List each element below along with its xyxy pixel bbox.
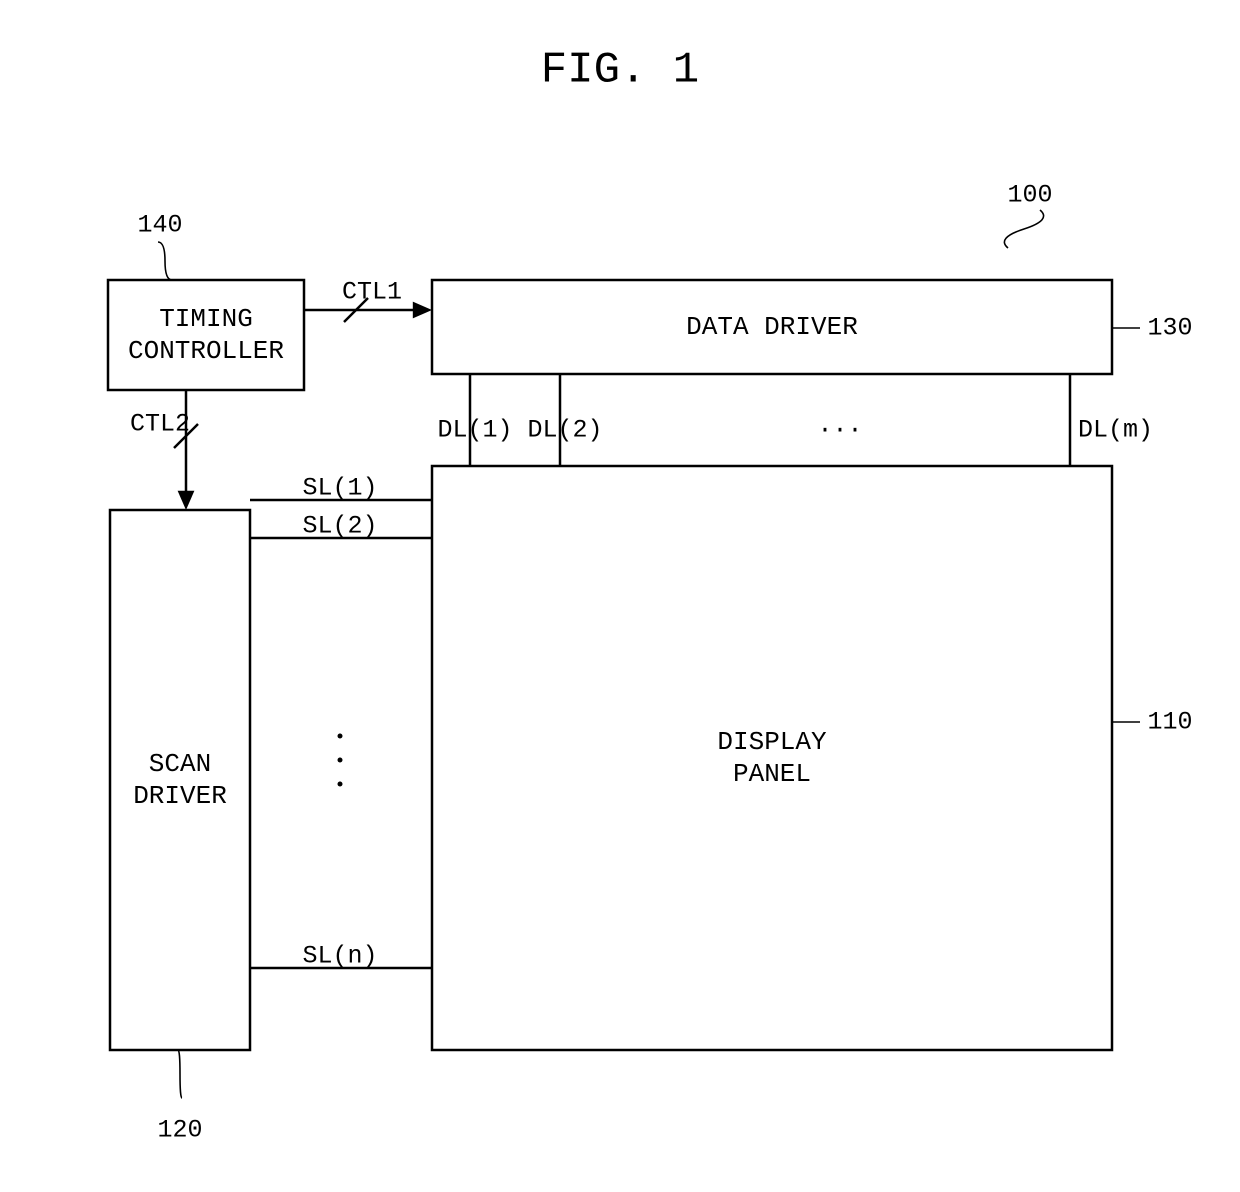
ref-100-leader	[1004, 210, 1043, 248]
ref-130-text: 130	[1147, 314, 1192, 343]
display-panel-label-1: DISPLAY	[717, 727, 827, 757]
ref-100-text: 100	[1007, 181, 1052, 210]
dl-label-1: DL(2)	[527, 416, 602, 445]
dl-label-0: DL(1)	[437, 416, 512, 445]
ref-120-text: 120	[157, 1116, 202, 1145]
ref-140-leader	[158, 242, 172, 280]
display-panel-label-2: PANEL	[733, 759, 811, 789]
figure-title: FIG. 1	[541, 46, 699, 96]
scan-driver-label-1: SCAN	[149, 749, 211, 779]
ctl2-arrowhead	[178, 491, 195, 510]
dl-ellipsis: ···	[817, 416, 862, 445]
ctl1-arrowhead	[413, 302, 432, 319]
sl-ellipsis-dot-1	[338, 758, 343, 763]
sl-label-0: SL(1)	[302, 474, 377, 503]
ref-120-leader	[178, 1050, 182, 1098]
ctl1-label: CTL1	[342, 278, 402, 307]
sl-label-2: SL(n)	[302, 942, 377, 971]
sl-ellipsis-dot-0	[338, 734, 343, 739]
sl-label-1: SL(2)	[302, 512, 377, 541]
ctl2-label: CTL2	[130, 410, 190, 439]
ref-110-text: 110	[1147, 708, 1192, 737]
timing-controller-label-1: TIMING	[159, 304, 253, 334]
ref-140-text: 140	[137, 211, 182, 240]
sl-ellipsis-dot-2	[338, 782, 343, 787]
timing-controller-label-2: CONTROLLER	[128, 336, 284, 366]
data-driver-label: DATA DRIVER	[686, 312, 858, 342]
dl-label-2: DL(m)	[1078, 416, 1153, 445]
scan-driver-label-2: DRIVER	[133, 781, 227, 811]
